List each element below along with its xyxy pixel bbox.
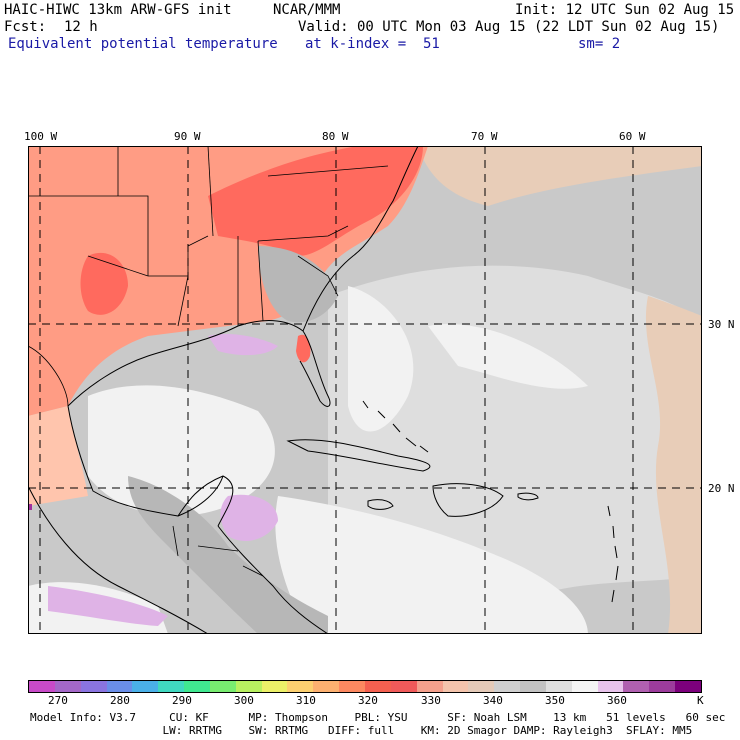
colorbar-swatch-10 [287, 681, 314, 692]
central-america-borders [172, 525, 264, 577]
mexico-pacific-coast [28, 485, 209, 634]
colorbar-swatch-25 [675, 681, 701, 692]
colorbar-swatch-8 [235, 681, 262, 692]
colorbar-unit: K [697, 694, 704, 707]
colorbar-swatch-24 [649, 681, 676, 692]
state-border-5 [257, 240, 264, 322]
colorbar [28, 680, 702, 693]
mexico-gulf-coast [67, 405, 224, 517]
state-border-6 [257, 225, 349, 242]
lilac-gulf-patch [208, 334, 278, 356]
colorbar-swatch-12 [339, 681, 365, 692]
tan-northeast-area [418, 146, 702, 206]
forecast-hour: 12 h [64, 19, 98, 35]
jamaica-outline [367, 499, 394, 510]
lon-label-80w: 80 W [322, 130, 349, 143]
state-border-10 [267, 165, 389, 177]
colorbar-swatch-1 [54, 681, 81, 692]
atlantic-white-patch [348, 286, 414, 432]
colorbar-swatch-2 [80, 681, 107, 692]
colorbar-swatch-5 [158, 681, 185, 692]
colorbar-swatch-11 [313, 681, 340, 692]
colorbar-tick-290: 290 [172, 694, 192, 707]
coastlines [28, 146, 619, 634]
valid-time: Valid: 00 UTC Mon 03 Aug 15 (22 LDT Sun … [298, 19, 720, 35]
colorbar-tick-280: 280 [110, 694, 130, 707]
model-info-line-1: Model Info: V3.7 CU: KF MP: Thompson PBL… [30, 711, 726, 724]
colorbar-swatch-22 [597, 681, 624, 692]
state-border-9 [207, 146, 214, 237]
lat-lon-grid [28, 146, 702, 634]
model-info-line-2: LW: RRTMG SW: RRTMG DIFF: full KM: 2D Sm… [30, 724, 693, 737]
center-label: NCAR/MMM [273, 2, 341, 18]
colorbar-swatch-17 [468, 681, 495, 692]
colorbar-swatch-16 [442, 681, 469, 692]
smoothing-label: sm= 2 [578, 36, 621, 52]
theta-e-map [28, 146, 702, 634]
model-title: HAIC-HIWC 13km ARW-GFS init [4, 2, 232, 18]
bahamas-islands [362, 400, 429, 453]
colorbar-tick-350: 350 [545, 694, 565, 707]
mexico-border [28, 345, 69, 407]
colorbar-swatch-7 [209, 681, 236, 692]
colorbar-swatch-14 [390, 681, 417, 692]
colorbar-tick-360: 360 [607, 694, 627, 707]
central-america-coast [217, 525, 329, 634]
lon-label-60w: 60 W [619, 130, 646, 143]
us-gulf-coast [67, 320, 331, 407]
colorbar-tick-270: 270 [48, 694, 68, 707]
lon-label-90w: 90 W [174, 130, 201, 143]
warm-us-hot [208, 146, 423, 256]
forecast-label: Fcst: [4, 19, 47, 35]
lesser-antilles [607, 505, 619, 603]
lilac-yucatan-patch [220, 494, 278, 541]
state-border-7 [297, 255, 339, 297]
field-name: Equivalent potential temperature [8, 36, 278, 52]
map-frame [28, 146, 702, 634]
caribbean-white-area [275, 496, 588, 634]
lon-label-70w: 70 W [471, 130, 498, 143]
colorbar-tick-320: 320 [358, 694, 378, 707]
atlantic-white-streaks [428, 324, 588, 389]
colorbar-swatch-23 [623, 681, 650, 692]
lat-label-30n: 30 N [708, 318, 735, 331]
colorbar-swatch-6 [184, 681, 210, 692]
warm-texas-hot [80, 252, 128, 315]
warm-florida-spot [296, 334, 311, 363]
colorbar-tick-310: 310 [296, 694, 316, 707]
colorbar-swatch-21 [571, 681, 598, 692]
init-time: Init: 12 UTC Sun 02 Aug 15 [515, 2, 735, 18]
colorbar-tick-330: 330 [421, 694, 441, 707]
colorbar-swatch-13 [364, 681, 391, 692]
puerto-rico-outline [517, 492, 539, 501]
state-border-3 [177, 275, 189, 327]
lon-label-100w: 100 W [24, 130, 58, 143]
lat-label-20n: 20 N [708, 482, 735, 495]
colorbar-swatch-0 [29, 681, 55, 692]
colorbar-tick-340: 340 [483, 694, 503, 707]
colorbar-swatch-4 [132, 681, 159, 692]
state-border-1 [28, 195, 149, 276]
colorbar-swatch-3 [106, 681, 133, 692]
level-label: at k-index = 51 [305, 36, 440, 52]
gray-southeast-land [258, 246, 338, 323]
colorbar-swatch-15 [416, 681, 443, 692]
colorbar-swatch-19 [520, 681, 546, 692]
colorbar-swatch-20 [545, 681, 572, 692]
colorbar-tick-300: 300 [234, 694, 254, 707]
state-border-11 [87, 255, 149, 277]
lilac-pacific-patch [48, 586, 168, 626]
colorbar-swatch-18 [494, 681, 521, 692]
us-atlantic-coast [302, 146, 419, 332]
tan-east-area [645, 296, 702, 634]
colorbar-swatch-9 [261, 681, 288, 692]
hispaniola-outline [432, 483, 504, 517]
